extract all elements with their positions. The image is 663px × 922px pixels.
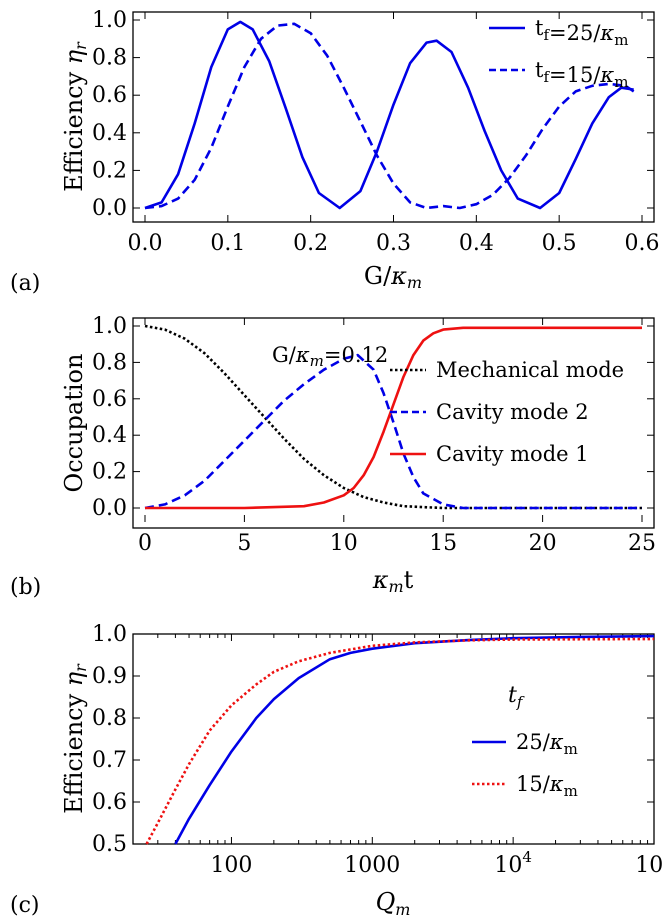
y-tick-label: 0.6: [92, 387, 127, 412]
panel-b-xlabel: κmt: [372, 566, 414, 596]
panel-b-legend: Mechanical mode Cavity mode 2 Cavity mode …: [390, 358, 624, 466]
series-line-b-0: [144, 324, 642, 510]
series-line-c-0: [174, 634, 655, 845]
panel-a-ylabel: Efficiency ηr: [60, 41, 90, 192]
x-tick-label: 0.0: [128, 231, 163, 256]
x-tick-label: 0.1: [210, 231, 245, 256]
panel-b-ylabel: Occupation: [60, 354, 88, 493]
series-line-b-1: [144, 353, 642, 510]
y-tick-label: 1.0: [92, 314, 127, 339]
legend-label: 15/κm: [516, 772, 578, 800]
y-tick-label: 0.6: [92, 83, 127, 108]
x-tick-label: 0.5: [542, 231, 577, 256]
legend-label: tf=25/κm: [535, 16, 628, 49]
y-tick-label: 0.0: [92, 496, 127, 521]
x-tick-label: 100: [210, 853, 252, 878]
y-tick-label: 0.8: [92, 46, 127, 71]
series-line-a-1: [144, 22, 635, 210]
y-tick-label: 0.2: [92, 158, 127, 183]
x-tick-label: 104: [494, 848, 532, 878]
x-tick-label: 0.3: [376, 231, 411, 256]
y-tick-label: 0.4: [92, 423, 127, 448]
y-tick-label: 0.4: [92, 121, 127, 146]
panel-c-ylabel: Efficiency ηr: [60, 663, 90, 814]
x-tick-label: 10: [330, 531, 358, 556]
x-tick-label: 0: [138, 531, 152, 556]
panel-c-xlabel: Qm: [376, 888, 411, 919]
y-tick-label: 0.7: [92, 748, 127, 773]
y-tick-label: 0.2: [92, 460, 127, 485]
y-tick-label: 0.8: [92, 350, 127, 375]
x-tick-label: 20: [529, 531, 557, 556]
series-line-a-0: [144, 20, 634, 210]
legend-label: 25/κm: [516, 730, 578, 758]
panel-b-ticks: 0 5 10 15 20 25 0.0 0.2 0.4 0.6 0.8 1.0: [92, 314, 656, 556]
panel-a-label: (a): [10, 271, 40, 296]
panel-c-ticks: 100 1000 104 105 0.5 0.6 0.7 0.8 0.9 1.0: [92, 622, 663, 878]
series-line-b-2: [145, 326, 642, 510]
x-tick-label: 105: [635, 848, 663, 878]
panel-b-label: (b): [10, 575, 41, 600]
panel-a-series: [144, 20, 635, 210]
panel-a: 0.0 0.1 0.2 0.3 0.4 0.5 0.60.00.20.40.60.81.0 …: [10, 8, 660, 296]
series-line-c-1: [145, 637, 655, 845]
legend-label: Mechanical mode: [436, 358, 624, 382]
x-tick-label: 1000: [344, 853, 400, 878]
panel-c-series: [145, 634, 655, 845]
x-tick-label: 0.2: [293, 231, 328, 256]
panel-a-xlabel: G/κm: [364, 262, 422, 292]
y-tick-label: 0.8: [92, 706, 127, 731]
y-tick-label: 0.9: [92, 664, 127, 689]
panel-a-ticks: 0.0 0.1 0.2 0.3 0.4 0.5 0.6 0.0 0.2 0.4 0.6 0.8 1.0: [92, 8, 660, 256]
panel-c-frame: [132, 633, 655, 845]
panel-b-series: [144, 324, 642, 510]
y-tick-label: 1.0: [92, 8, 127, 33]
x-tick-label: 25: [628, 531, 656, 556]
legend-label: Cavity mode 1: [436, 442, 589, 466]
legend-label: Cavity mode 2: [436, 400, 589, 424]
y-tick-label: 0.6: [92, 790, 127, 815]
panel-c-label: (c): [10, 893, 40, 918]
panel-b-frame: [132, 317, 655, 529]
legend-label: tf=15/κm: [535, 58, 628, 91]
panel-c: 100 1000 104 105 0.5 0.6 0.7 0.8 0.9 1.0 25/κm 15/…: [10, 622, 663, 919]
panel-b-annotation: G/κm=0.12: [272, 343, 388, 370]
panel-b: 0 5 10 15 20 25 0.0 0.2 0.4 0.6 0.8 1.0 Mechanical …: [10, 314, 656, 600]
x-tick-label: 0.6: [625, 231, 660, 256]
x-tick-label: 5: [237, 531, 251, 556]
panel-c-legend-title: tf: [508, 683, 525, 711]
y-tick-label: 1.0: [92, 622, 127, 647]
x-tick-label: 0.4: [459, 231, 494, 256]
panel-c-legend: 25/κm 15/κm: [472, 730, 578, 800]
x-tick-label: 15: [429, 531, 457, 556]
y-tick-label: 0.5: [92, 832, 127, 857]
y-tick-label: 0.0: [92, 196, 127, 221]
panel-a-legend: tf=25/κm tf=15/κm: [489, 16, 628, 91]
